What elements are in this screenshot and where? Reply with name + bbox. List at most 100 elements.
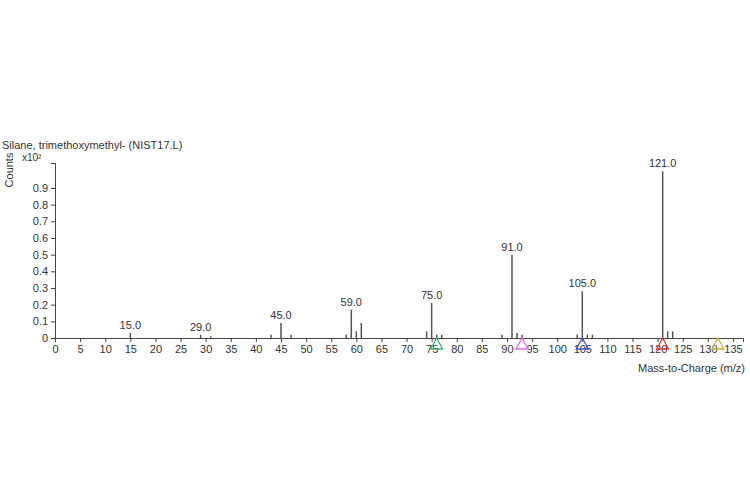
x-tick-mark (105, 338, 106, 342)
x-tick-mark (155, 338, 156, 342)
peak (577, 335, 579, 338)
x-tick: 65 (376, 338, 388, 355)
x-tick-label: 100 (549, 343, 567, 355)
x-axis: 0510152025303540455055606570758085909510… (52, 338, 743, 355)
x-tick: 135 (724, 338, 742, 355)
y-tick-label: 0 (42, 332, 48, 344)
y-tick: 0.8 (33, 199, 55, 211)
x-tick-label: 125 (674, 343, 692, 355)
x-tick-mark (381, 338, 382, 342)
y-tick-label: 0.6 (33, 232, 48, 244)
peak (672, 331, 674, 338)
x-tick-label: 50 (300, 343, 312, 355)
y-tick-mark (51, 255, 55, 256)
y-tick-mark (51, 288, 55, 289)
x-tick-mark (658, 338, 659, 342)
x-tick-mark (607, 338, 608, 342)
y-tick-label: 0.9 (33, 182, 48, 194)
y-tick: 0.6 (33, 232, 55, 244)
x-tick-mark (708, 338, 709, 342)
peak (200, 335, 202, 338)
x-tick-label: 135 (724, 343, 742, 355)
axis-marker (516, 338, 528, 349)
x-tick-mark (633, 338, 634, 342)
peak (270, 335, 272, 338)
x-tick-mark (407, 338, 408, 342)
peak (356, 331, 358, 338)
y-tick-mark (51, 338, 55, 339)
x-tick-label: 5 (78, 343, 84, 355)
y-tick-label: 0.5 (33, 249, 48, 261)
peak (280, 323, 282, 338)
x-tick-label: 70 (401, 343, 413, 355)
peak-label: 45.0 (270, 309, 291, 321)
peak (351, 310, 353, 338)
y-tick-mark (51, 271, 55, 272)
peak-label: 105.0 (569, 277, 597, 289)
y-tick: 0.3 (33, 282, 55, 294)
y-tick-mark (51, 321, 55, 322)
axis-marker (431, 338, 443, 349)
x-tick: 130 (699, 338, 717, 355)
y-tick-mark (51, 305, 55, 306)
axis-marker (712, 338, 724, 349)
y-axis-line (51, 164, 56, 339)
y-tick-mark (51, 205, 55, 206)
x-tick-mark (356, 338, 357, 342)
peak-label: 29.0 (190, 321, 211, 333)
peak (130, 333, 132, 338)
peak (501, 335, 503, 338)
peak (587, 335, 589, 338)
x-tick-mark (281, 338, 282, 342)
y-tick-label: 0.4 (33, 265, 48, 277)
peak (511, 255, 513, 338)
x-tick-label: 35 (225, 343, 237, 355)
x-tick-label: 30 (200, 343, 212, 355)
x-tick: 15 (125, 338, 137, 355)
x-tick: 25 (175, 338, 187, 355)
x-tick: 115 (624, 338, 642, 355)
x-tick: 80 (451, 338, 463, 355)
y-tick-mark (51, 238, 55, 239)
x-tick-mark (331, 338, 332, 342)
title: Silane, trimethoxymethyl- (NIST17.L) (2, 139, 182, 151)
x-tick-label: 65 (376, 343, 388, 355)
y-tick-mark (51, 221, 55, 222)
peak (516, 333, 518, 338)
peak-label: 75.0 (421, 289, 442, 301)
x-tick: 35 (225, 338, 237, 355)
x-tick-label: 25 (175, 343, 187, 355)
x-tick-mark (432, 338, 433, 342)
x-tick: 5 (78, 338, 84, 355)
x-tick-mark (306, 338, 307, 342)
peak-label: 121.0 (649, 157, 677, 169)
peak (441, 335, 443, 338)
y-tick: 0.1 (33, 315, 55, 327)
x-tick-mark (181, 338, 182, 342)
x-tick-mark (256, 338, 257, 342)
y-tick-label: 0.3 (33, 282, 48, 294)
peak (662, 171, 664, 338)
x-tick: 10 (100, 338, 112, 355)
y-axis: 00.10.20.30.40.50.60.70.80.9 (33, 164, 56, 345)
peak (592, 335, 594, 338)
x-tick: 60 (351, 338, 363, 355)
x-tick: 100 (549, 338, 567, 355)
y-tick-label: 0.7 (33, 215, 48, 227)
x-tick-mark (733, 338, 734, 342)
y-tick: 0.7 (33, 215, 55, 227)
y-unit-label: x10² (22, 152, 42, 163)
x-tick-mark (80, 338, 81, 342)
x-tick-mark (683, 338, 684, 342)
y-tick-label: 0.1 (33, 315, 48, 327)
axis-marker (576, 338, 588, 349)
axis-marker (657, 338, 669, 349)
x-tick: 0 (52, 338, 58, 355)
y-axis-title: Counts (3, 152, 15, 187)
x-tick-mark (532, 338, 533, 342)
x-tick-label: 60 (351, 343, 363, 355)
x-tick-label: 0 (52, 343, 58, 355)
x-tick-label: 115 (624, 343, 642, 355)
x-tick-label: 15 (125, 343, 137, 355)
x-tick: 70 (401, 338, 413, 355)
